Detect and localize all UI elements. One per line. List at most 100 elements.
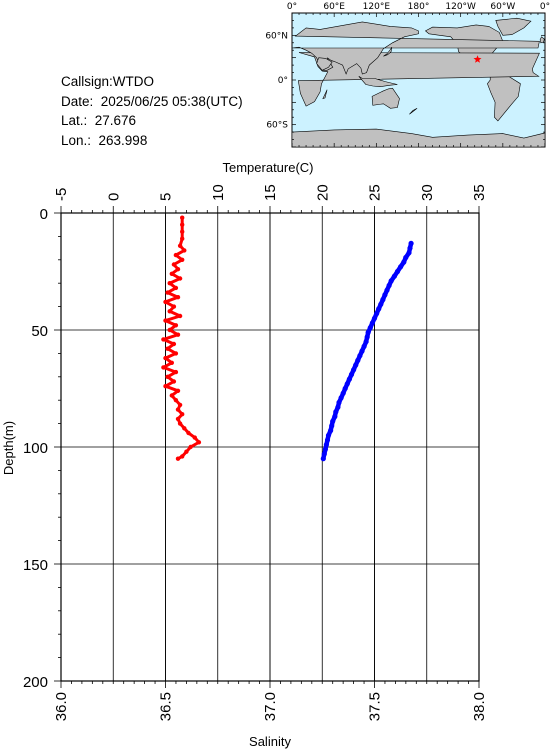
- salinity-point: [177, 313, 183, 319]
- temperature-point: [388, 278, 394, 284]
- temperature-point: [364, 334, 370, 340]
- salinity-point: [177, 276, 183, 281]
- temperature-point: [371, 315, 378, 321]
- salinity-tick-label: 37.0: [262, 692, 279, 721]
- salinity-point: [180, 215, 185, 220]
- temperature-tick-label: 0: [105, 193, 122, 201]
- depth-tick-label: 0: [40, 206, 48, 223]
- temperature-point: [407, 245, 413, 251]
- temperature-point: [394, 268, 401, 275]
- temperature-point: [340, 390, 346, 396]
- series-layer: [161, 215, 414, 462]
- salinity-point: [180, 257, 185, 262]
- land-uk: [539, 36, 545, 44]
- temperature-point: [367, 325, 373, 331]
- temperature-point: [363, 339, 369, 345]
- salinity-point: [175, 332, 181, 337]
- salinity-point: [169, 271, 174, 276]
- salinity-point: [175, 456, 181, 461]
- temperature-point: [357, 353, 363, 359]
- salinity-point: [177, 421, 183, 426]
- temperature-point: [408, 240, 414, 246]
- salinity-point: [165, 346, 170, 351]
- land-indonesia: [358, 76, 398, 88]
- temperature-point: [328, 428, 334, 434]
- temperature-point: [346, 376, 352, 382]
- map-lon-label: 60°W: [490, 2, 515, 12]
- map-lon-label: 180°: [408, 2, 430, 12]
- temperature-point: [361, 343, 367, 349]
- map-lon-label: 0°: [287, 2, 297, 12]
- salinity-point: [173, 285, 179, 291]
- salinity-point: [180, 229, 185, 234]
- longitude-text: Lon.: 263.998: [61, 133, 148, 149]
- temperature-tick-labels: -5 0 5 10 15 20 25 30 35: [53, 184, 488, 201]
- map-lon-label: 60°E: [323, 2, 345, 12]
- chart-grid: [60, 212, 480, 682]
- salinity-point: [180, 236, 185, 241]
- salinity-point: [167, 281, 172, 286]
- depth-axis-title: Depth(m): [1, 421, 16, 475]
- land-eurasia: [291, 21, 540, 75]
- temperature-tick-label: 35: [471, 184, 488, 201]
- temperature-tick-label: 15: [262, 184, 279, 201]
- temperature-point: [403, 254, 409, 261]
- temperature-point: [329, 423, 335, 429]
- temperature-tick-label: 10: [210, 184, 227, 201]
- salinity-point: [184, 449, 189, 454]
- salinity-tick-labels: 36.0 36.5 37.0 37.5 38.0: [53, 692, 488, 721]
- salinity-point: [175, 295, 181, 300]
- temperature-point: [374, 311, 380, 317]
- temperature-point: [335, 404, 341, 410]
- temperature-point: [330, 418, 336, 424]
- salinity-point: [173, 323, 179, 328]
- temperature-point: [320, 456, 326, 462]
- temperature-point: [353, 362, 359, 368]
- salinity-point: [169, 393, 174, 398]
- station-marker-icon: [473, 55, 482, 63]
- temperature-point: [386, 282, 392, 289]
- salinity-point: [175, 416, 181, 422]
- salinity-point: [173, 252, 179, 258]
- land-greenland: [495, 17, 532, 36]
- land-new-zealand: [409, 108, 418, 115]
- map-lon-label: 0°: [540, 2, 550, 12]
- temperature-point: [321, 451, 327, 457]
- salinity-point: [165, 290, 170, 295]
- depth-tick-label: 150: [23, 557, 48, 574]
- salinity-point: [163, 318, 168, 323]
- temperature-point: [323, 442, 329, 448]
- temperature-point: [365, 329, 371, 335]
- temperature-point: [391, 273, 397, 279]
- land-australia: [371, 87, 400, 109]
- map-frame: [291, 12, 546, 148]
- salinity-point: [171, 341, 177, 347]
- salinity-point: [182, 426, 187, 431]
- depth-tick-labels: 0 50 100 150 200: [23, 206, 48, 691]
- salinity-point: [167, 309, 172, 314]
- temperature-point: [401, 259, 407, 265]
- temperature-point: [348, 371, 355, 378]
- depth-tick-label: 200: [23, 674, 48, 691]
- temperature-point: [338, 395, 344, 401]
- temperature-point: [359, 348, 365, 354]
- salinity-point: [169, 360, 174, 365]
- temperature-point: [369, 320, 375, 326]
- temperature-tick-label: -5: [53, 188, 70, 201]
- salinity-point: [196, 440, 202, 445]
- temperature-series: [320, 240, 414, 462]
- salinity-tick-label: 36.5: [158, 692, 175, 721]
- temperature-axis-title: Temperature(C): [222, 160, 313, 175]
- salinity-point: [175, 267, 181, 272]
- map-labels: 0° 60°E 120°E 180° 120°W 60°W 0° 60°N 0° 60°S: [265, 2, 550, 131]
- temperature-profile-line: [321, 242, 414, 460]
- land-japan: [383, 47, 393, 57]
- temperature-point: [325, 432, 332, 438]
- salinity-point: [163, 384, 168, 389]
- temperature-point: [322, 446, 328, 452]
- plot-frame: [60, 212, 480, 682]
- date-text: Date: 2025/06/25 05:38(UTC): [61, 93, 243, 109]
- salinity-point: [180, 412, 185, 417]
- salinity-point: [192, 435, 197, 440]
